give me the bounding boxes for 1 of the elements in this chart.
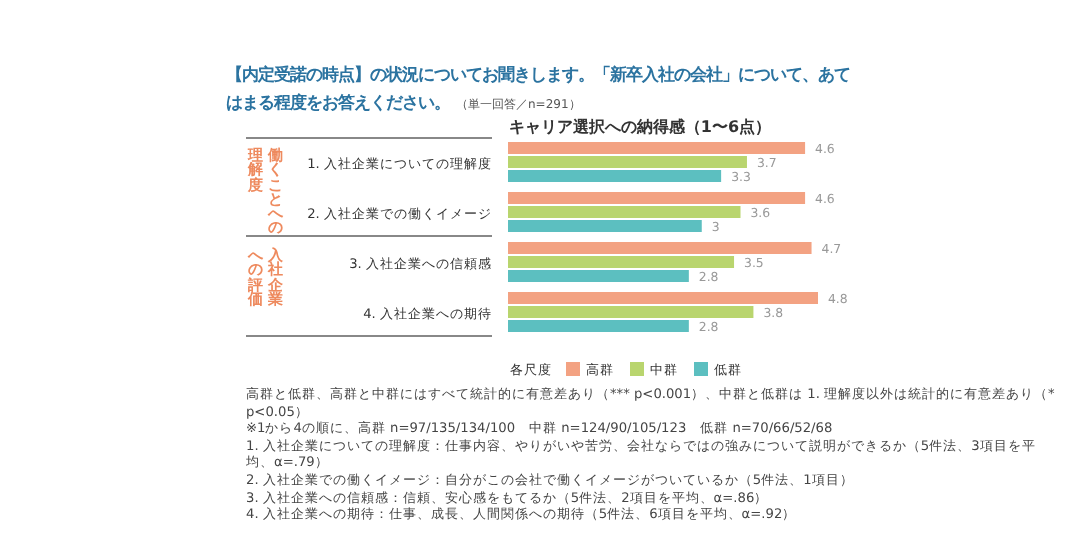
chart-subtitle: キャリア選択への納得感（1〜6点） [508, 118, 772, 136]
